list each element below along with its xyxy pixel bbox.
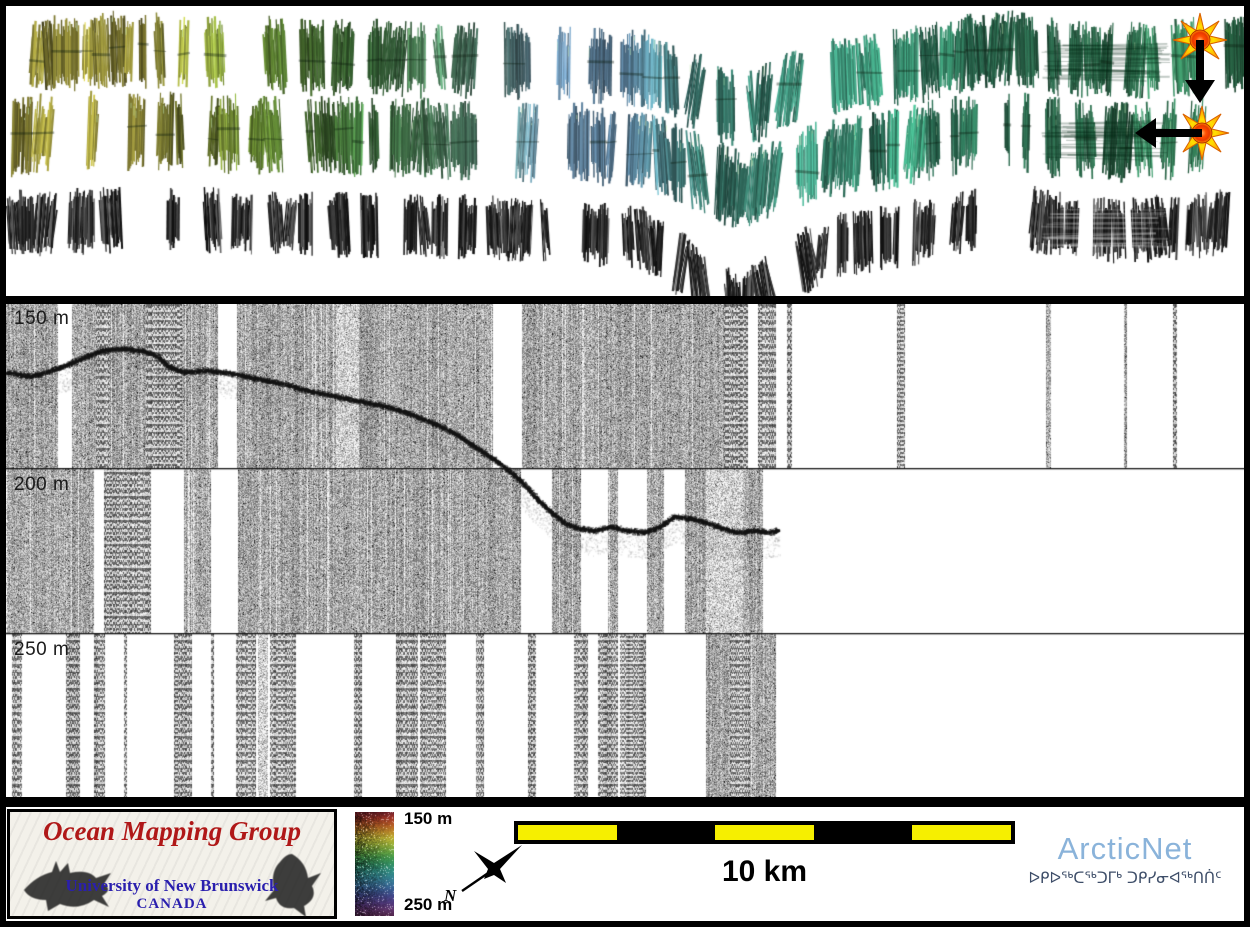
legend-panel: Ocean Mapping Group University of New Br…	[6, 807, 1244, 921]
depth-label-200: 200 m	[14, 474, 70, 495]
echogram-canvas	[6, 304, 1244, 797]
omg-logo-university: University of New Brunswick	[65, 876, 279, 895]
arcticnet-name: ArcticNet	[1057, 831, 1193, 866]
arrow-down-icon	[1185, 40, 1215, 103]
depth-label-150: 150 m	[14, 308, 70, 329]
fish-silhouette-right-icon	[265, 854, 321, 917]
omg-logo: Ocean Mapping Group University of New Br…	[7, 809, 337, 919]
arrow-left-icon	[1135, 118, 1202, 148]
scale-bar-segment-black	[616, 825, 716, 840]
depth-colorbar-noise	[355, 812, 394, 916]
scale-bar-label: 10 km	[721, 855, 808, 888]
north-label: N	[443, 886, 457, 905]
arcticnet-logo: ArcticNet ᐅᑭᐅᖅᑕᖅᑐᒥᒃ ᑐᑭᓯᓂᐊᖅᑎᑏᑦ	[1005, 831, 1245, 887]
depth-label-250: 250 m	[14, 639, 70, 660]
colorbar-bottom-label: 250 m	[404, 895, 453, 914]
omg-logo-title: Ocean Mapping Group	[42, 816, 302, 846]
scale-bar	[514, 821, 1015, 844]
arcticnet-inuktitut: ᐅᑭᐅᖅᑕᖅᑐᒥᒃ ᑐᑭᓯᓂᐊᖅᑎᑏᑦ	[1028, 869, 1222, 887]
north-arrow-icon: N	[443, 845, 522, 905]
scale-bar-segment-yellow	[518, 825, 617, 840]
echogram-panel: 150 m 200 m 250 m	[6, 304, 1244, 797]
scale-bar-segment-yellow	[715, 825, 814, 840]
swath-strips-panel	[6, 6, 1244, 296]
sun-icon-arrow-left	[1135, 105, 1230, 161]
swath-strips-canvas	[6, 6, 1244, 296]
fish-silhouette-left-icon	[24, 861, 111, 911]
depth-colorbar	[355, 812, 394, 916]
omg-logo-country: CANADA	[136, 896, 208, 912]
scale-bar-segment-yellow	[912, 825, 1011, 840]
colorbar-top-label: 150 m	[404, 809, 453, 828]
scale-bar-segment-black	[813, 825, 913, 840]
sun-icon-arrow-down	[1172, 12, 1228, 103]
